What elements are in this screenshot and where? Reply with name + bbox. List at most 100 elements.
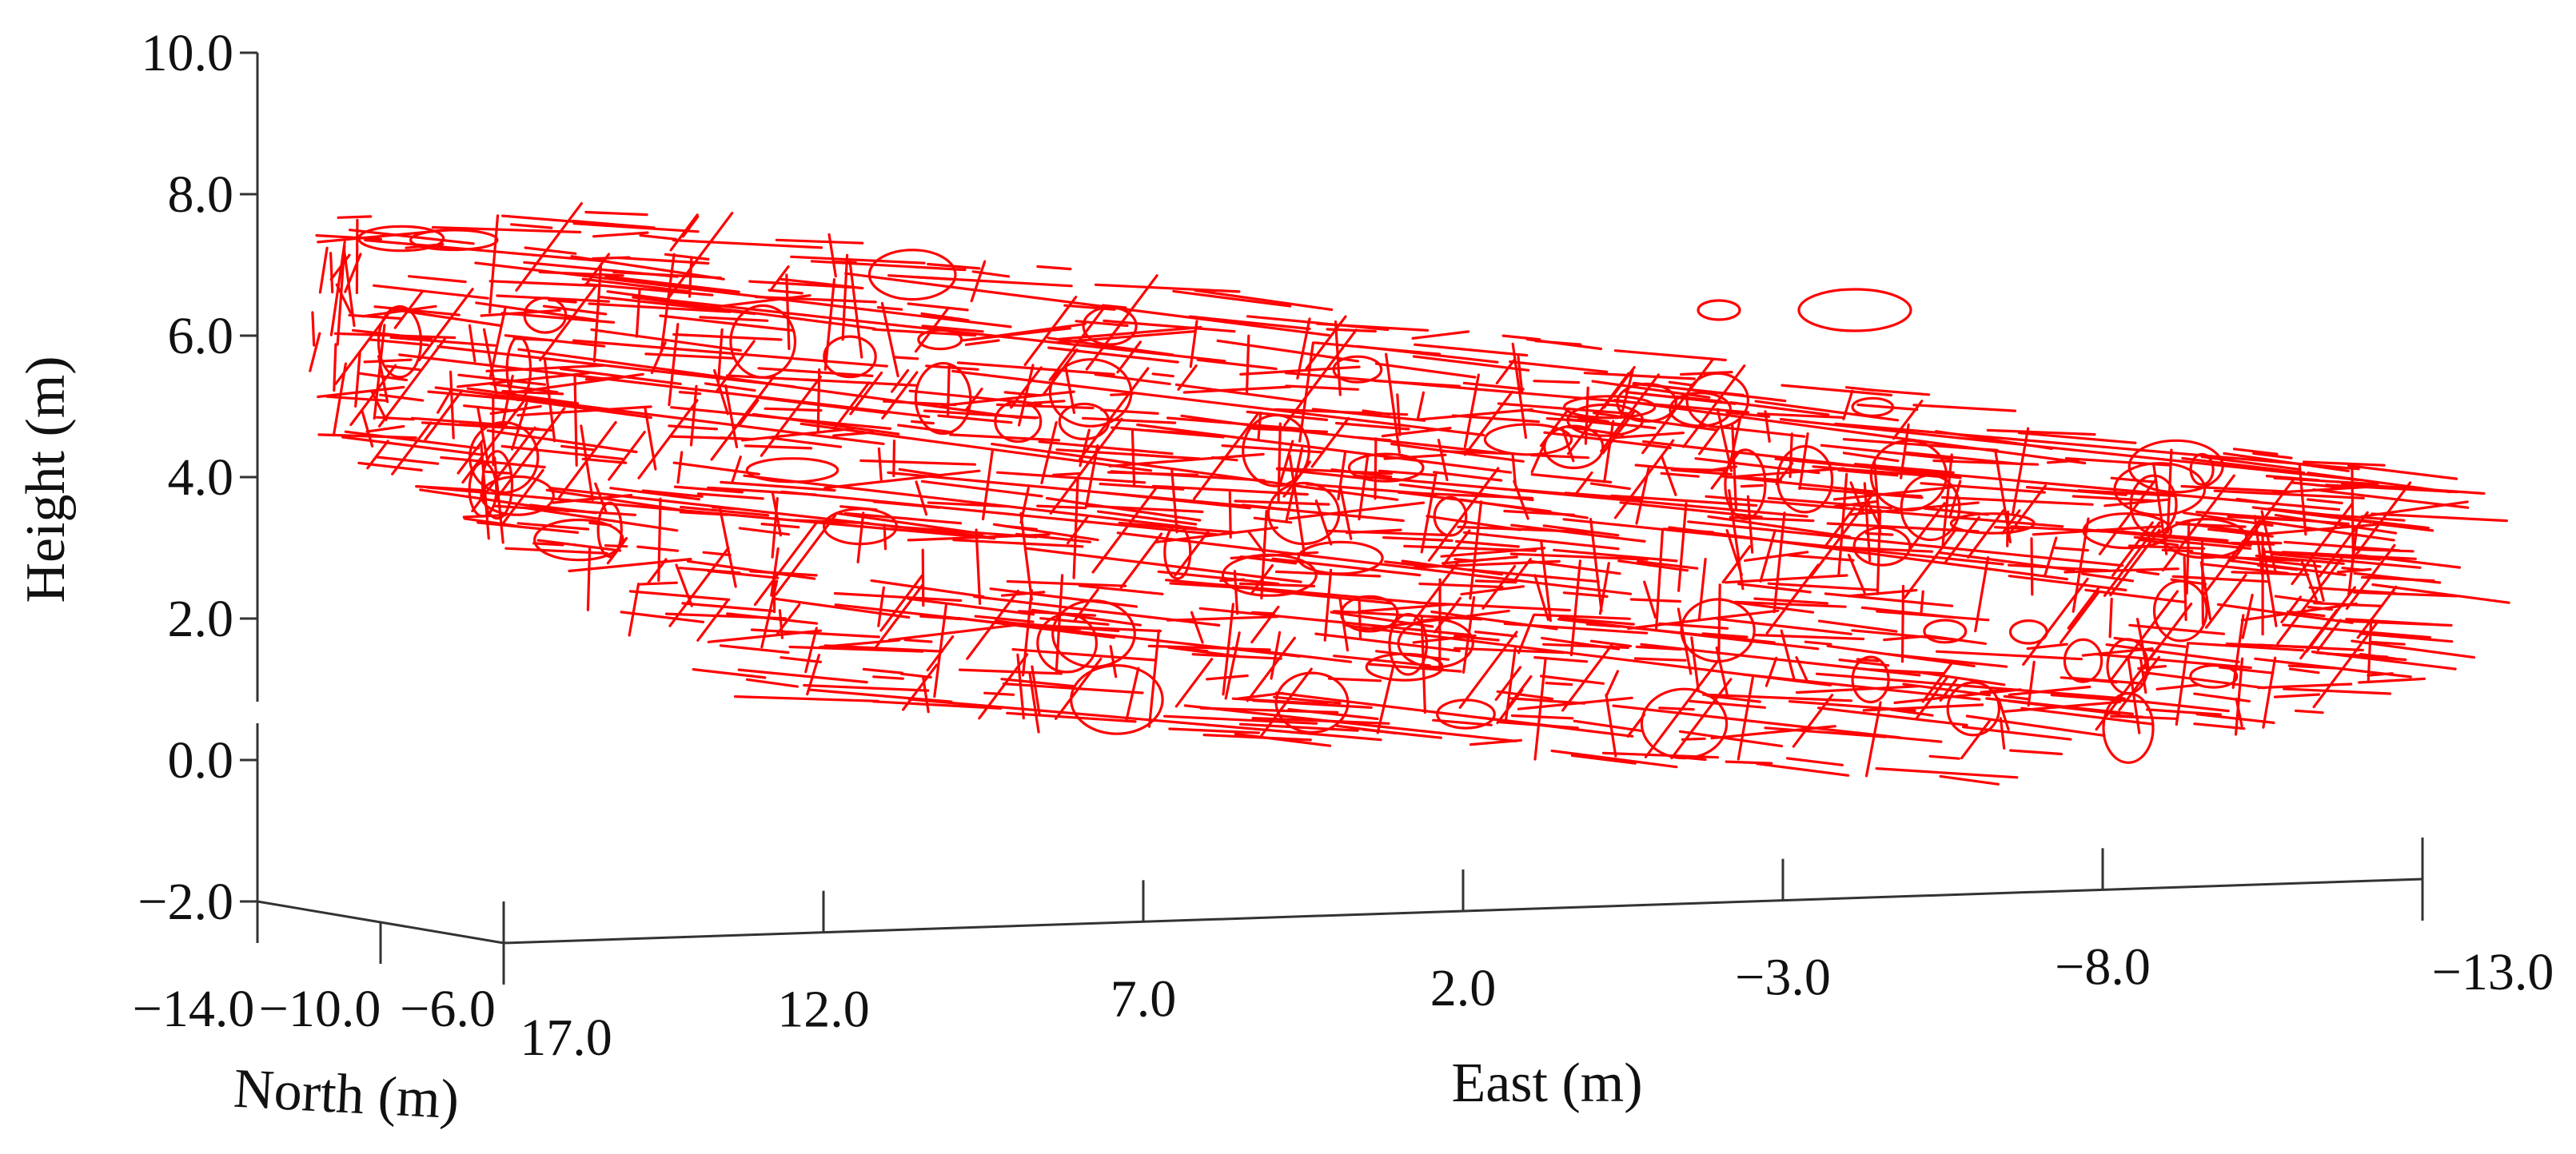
fracture-trace (1734, 600, 1847, 608)
fracture-loop (2082, 512, 2173, 550)
fracture-trace (1130, 429, 1136, 486)
fracture-trace (1613, 398, 2087, 465)
fracture-trace (2135, 570, 2159, 576)
fracture-trace (692, 667, 767, 679)
fracture-trace (1765, 656, 1778, 687)
fracture-trace (870, 579, 985, 599)
fracture-trace (524, 246, 577, 255)
fracture-trace (1382, 535, 1453, 543)
fracture-trace (702, 551, 732, 557)
fracture-trace (2359, 652, 2397, 660)
fracture-trace (1019, 511, 1034, 601)
fracture-trace (1788, 554, 1855, 562)
fracture-trace (317, 433, 417, 440)
fracture-trace (844, 272, 1330, 337)
fracture-trace (1600, 373, 1660, 452)
fracture-trace (871, 700, 1003, 710)
fracture-trace (584, 283, 714, 296)
fracture-trace (1116, 340, 1142, 374)
fracture-trace (1031, 665, 1041, 715)
fracture-trace (1504, 646, 1517, 724)
fracture-trace (1510, 523, 1646, 543)
fracture-trace (1469, 500, 1483, 600)
fracture-trace (2200, 455, 2302, 472)
fracture-trace (1094, 372, 1171, 385)
fracture-trace (823, 644, 943, 653)
fracture-trace (1920, 482, 2046, 494)
fracture-trace (1509, 360, 1609, 373)
fracture-trace (495, 407, 566, 500)
fracture-loop (533, 518, 624, 562)
fracture-trace (1376, 665, 1395, 734)
fracture-trace (311, 311, 316, 347)
fracture-trace (725, 374, 819, 382)
fracture-trace (1838, 658, 1890, 667)
fracture-trace (474, 261, 1012, 328)
fracture-trace (2081, 572, 2135, 583)
fracture-trace (1314, 499, 1333, 546)
fracture-trace (646, 558, 668, 585)
fracture-loop (2063, 638, 2103, 683)
fracture-trace (706, 569, 780, 579)
fracture-trace (2276, 555, 2344, 646)
fracture-trace (940, 390, 1075, 408)
fracture-trace (1384, 352, 1402, 454)
fracture-trace (1084, 444, 1099, 508)
fracture-trace (1627, 609, 1780, 631)
fracture-trace (1744, 551, 1809, 563)
fracture-trace (719, 644, 790, 655)
fracture-trace (1413, 559, 1461, 622)
fracture-loop (1347, 452, 1425, 483)
fracture-trace (1079, 367, 1150, 461)
fracture-trace (489, 383, 559, 394)
fracture-trace (1233, 570, 1239, 615)
fracture-trace (2287, 664, 2336, 670)
fracture-trace (1503, 622, 1649, 635)
fracture-trace (1772, 511, 1786, 614)
fracture-trace (1198, 607, 1469, 637)
fracture-trace (548, 486, 987, 539)
north-ticks: −14.0 −10.0 −6.0 (133, 901, 505, 1038)
fracture-trace (573, 374, 578, 467)
fracture-trace (1557, 618, 1820, 651)
fracture-loop (469, 420, 540, 494)
fracture-loop (1266, 481, 1341, 546)
fracture-trace (1541, 636, 1621, 651)
fracture-trace (1366, 663, 1462, 673)
fracture-trace (1418, 408, 1533, 421)
fracture-trace (539, 284, 598, 362)
fracture-trace (318, 246, 329, 294)
fracture-trace (958, 668, 1063, 675)
fracture-trace (775, 597, 911, 619)
fracture-trace (2270, 552, 2422, 569)
fracture-trace (1411, 330, 1470, 340)
fracture-trace (604, 275, 740, 293)
fracture-trace (592, 263, 603, 363)
fracture-trace (1047, 346, 1179, 364)
fracture-trace (1000, 591, 1046, 597)
fracture-trace (887, 471, 1405, 523)
fracture-trace (2281, 551, 2417, 560)
fracture-trace (843, 511, 963, 525)
fracture-trace (1697, 557, 1707, 622)
fracture-trace (1775, 462, 1794, 486)
fracture-trace (375, 456, 440, 465)
fracture-trace (768, 265, 790, 292)
fracture-trace (956, 361, 1115, 376)
fracture-trace (862, 667, 904, 674)
fracture-trace (1589, 518, 1603, 612)
fracture-trace (358, 372, 408, 382)
fracture-trace (1729, 600, 1815, 614)
fracture-trace (1612, 704, 1902, 739)
fracture-trace (1463, 390, 1514, 456)
fracture-trace (1861, 388, 1931, 396)
fracture-trace (1055, 448, 1202, 460)
fracture-trace (515, 202, 584, 292)
fracture-trace (1188, 315, 1311, 331)
fracture-trace (768, 288, 804, 295)
fracture-trace (486, 429, 638, 454)
fracture-trace (983, 691, 1015, 696)
fracture-loop (1685, 372, 1750, 428)
height-axis-title: Height (m) (15, 356, 77, 603)
fracture-loop (1242, 413, 1310, 487)
